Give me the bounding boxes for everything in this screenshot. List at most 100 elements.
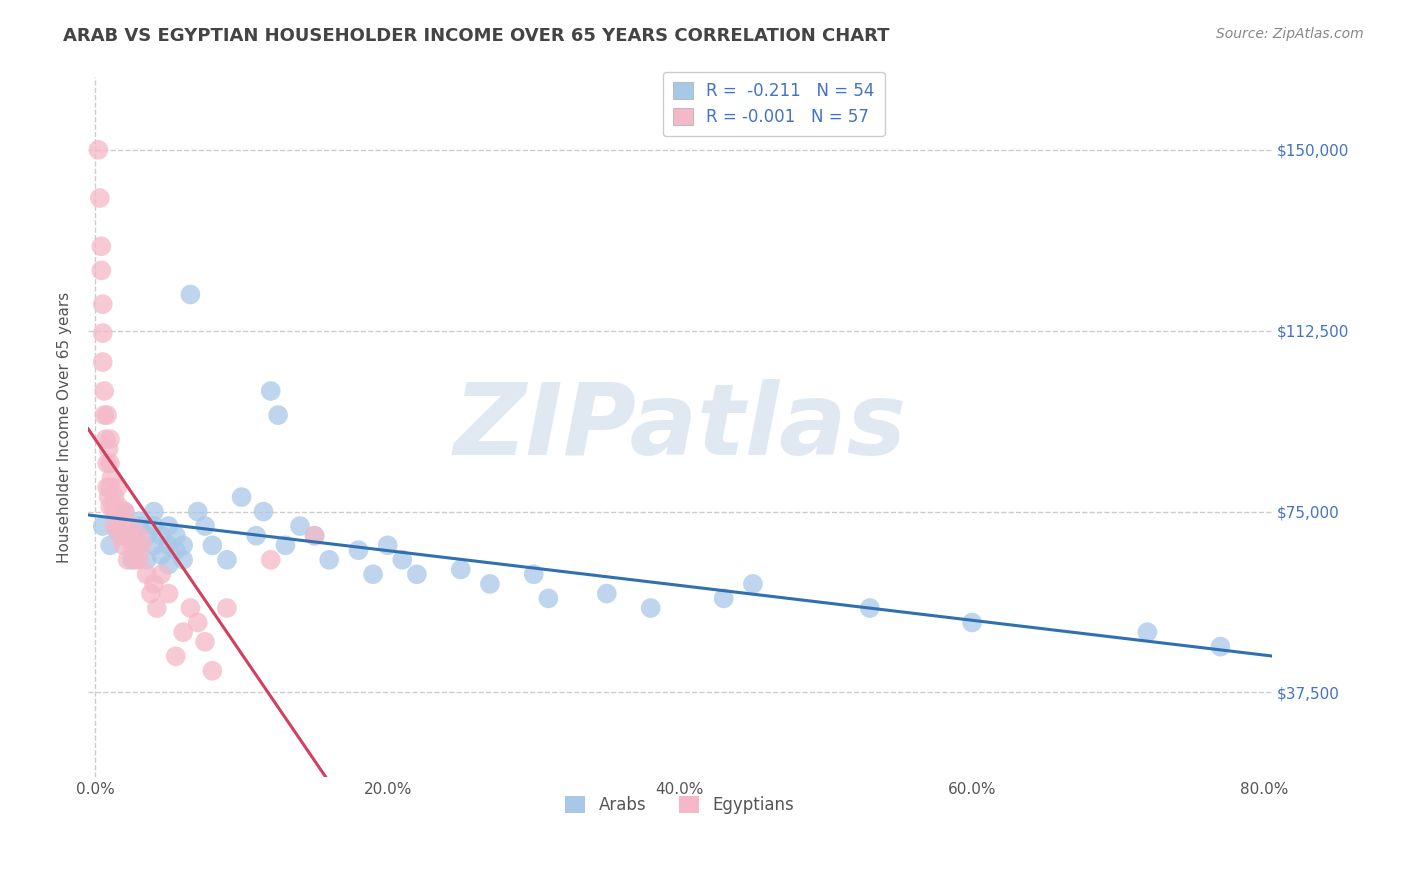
Point bbox=[157, 538, 180, 552]
Point bbox=[523, 567, 546, 582]
Point bbox=[142, 505, 165, 519]
Point bbox=[165, 543, 187, 558]
Point bbox=[150, 529, 173, 543]
Point bbox=[157, 586, 180, 600]
Point bbox=[252, 505, 274, 519]
Point bbox=[135, 553, 157, 567]
Point bbox=[96, 408, 118, 422]
Point bbox=[478, 577, 501, 591]
Point bbox=[1209, 640, 1232, 654]
Point bbox=[103, 519, 125, 533]
Point bbox=[150, 548, 173, 562]
Point bbox=[347, 543, 370, 558]
Point bbox=[118, 529, 141, 543]
Point bbox=[98, 456, 121, 470]
Point bbox=[108, 500, 131, 514]
Point bbox=[128, 529, 150, 543]
Point bbox=[201, 538, 224, 552]
Point bbox=[93, 384, 115, 398]
Point bbox=[179, 287, 201, 301]
Point bbox=[215, 601, 238, 615]
Point bbox=[98, 432, 121, 446]
Point bbox=[125, 538, 148, 552]
Point bbox=[104, 505, 127, 519]
Point bbox=[245, 529, 267, 543]
Point bbox=[101, 500, 124, 514]
Point bbox=[91, 297, 114, 311]
Point bbox=[96, 480, 118, 494]
Point bbox=[742, 577, 765, 591]
Point bbox=[194, 635, 217, 649]
Point bbox=[121, 519, 143, 533]
Point bbox=[96, 456, 118, 470]
Point bbox=[640, 601, 662, 615]
Text: Source: ZipAtlas.com: Source: ZipAtlas.com bbox=[1216, 27, 1364, 41]
Point bbox=[157, 519, 180, 533]
Point bbox=[274, 538, 297, 552]
Point bbox=[142, 538, 165, 552]
Point bbox=[260, 553, 283, 567]
Point bbox=[103, 490, 125, 504]
Point bbox=[150, 567, 173, 582]
Point bbox=[112, 538, 135, 552]
Point bbox=[111, 519, 134, 533]
Point bbox=[121, 529, 143, 543]
Point bbox=[187, 615, 209, 630]
Point bbox=[90, 239, 112, 253]
Y-axis label: Householder Income Over 65 years: Householder Income Over 65 years bbox=[58, 292, 72, 563]
Point bbox=[91, 326, 114, 340]
Point bbox=[260, 384, 283, 398]
Point bbox=[139, 586, 162, 600]
Point bbox=[165, 649, 187, 664]
Point bbox=[128, 553, 150, 567]
Point bbox=[596, 586, 619, 600]
Point bbox=[157, 558, 180, 572]
Point bbox=[87, 143, 110, 157]
Point bbox=[97, 442, 120, 456]
Point bbox=[304, 529, 326, 543]
Point bbox=[135, 529, 157, 543]
Point bbox=[98, 480, 121, 494]
Point bbox=[142, 519, 165, 533]
Point bbox=[135, 567, 157, 582]
Point bbox=[201, 664, 224, 678]
Point bbox=[318, 553, 340, 567]
Point bbox=[128, 538, 150, 552]
Point bbox=[231, 490, 253, 504]
Point bbox=[89, 191, 111, 205]
Legend: Arabs, Egyptians: Arabs, Egyptians bbox=[555, 787, 804, 824]
Point bbox=[146, 601, 169, 615]
Point bbox=[142, 577, 165, 591]
Point bbox=[117, 553, 139, 567]
Point bbox=[391, 553, 413, 567]
Point bbox=[94, 432, 117, 446]
Point bbox=[172, 553, 194, 567]
Point bbox=[121, 553, 143, 567]
Point bbox=[98, 538, 121, 552]
Point bbox=[304, 529, 326, 543]
Point bbox=[131, 538, 153, 552]
Point bbox=[105, 480, 128, 494]
Point bbox=[1136, 625, 1159, 640]
Point bbox=[91, 355, 114, 369]
Point bbox=[121, 538, 143, 552]
Point bbox=[105, 519, 128, 533]
Point bbox=[97, 490, 120, 504]
Text: ARAB VS EGYPTIAN HOUSEHOLDER INCOME OVER 65 YEARS CORRELATION CHART: ARAB VS EGYPTIAN HOUSEHOLDER INCOME OVER… bbox=[63, 27, 890, 45]
Point bbox=[172, 625, 194, 640]
Point bbox=[90, 263, 112, 277]
Point bbox=[960, 615, 983, 630]
Point bbox=[713, 591, 735, 606]
Point bbox=[406, 567, 429, 582]
Point bbox=[105, 524, 128, 538]
Point bbox=[361, 567, 384, 582]
Point bbox=[859, 601, 882, 615]
Point bbox=[537, 591, 560, 606]
Point bbox=[91, 519, 114, 533]
Point bbox=[377, 538, 399, 552]
Point bbox=[110, 529, 132, 543]
Point bbox=[194, 519, 217, 533]
Point bbox=[111, 505, 134, 519]
Point bbox=[128, 519, 150, 533]
Point bbox=[114, 529, 136, 543]
